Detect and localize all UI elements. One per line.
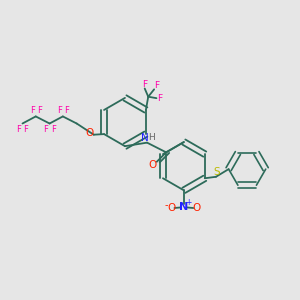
Text: F: F xyxy=(57,106,62,115)
Text: F: F xyxy=(51,125,56,134)
Text: S: S xyxy=(213,167,220,177)
Text: F: F xyxy=(64,106,69,115)
Text: F: F xyxy=(37,106,42,115)
Text: F: F xyxy=(158,94,163,103)
Text: O: O xyxy=(192,203,200,213)
Text: F: F xyxy=(154,81,160,90)
Text: O: O xyxy=(167,203,175,213)
Text: F: F xyxy=(142,80,147,89)
Text: +: + xyxy=(185,198,191,207)
Text: O: O xyxy=(86,128,94,138)
Text: -: - xyxy=(164,200,168,210)
Text: N: N xyxy=(141,133,148,143)
Text: F: F xyxy=(44,125,49,134)
Text: F: F xyxy=(16,125,21,134)
Text: N: N xyxy=(179,202,188,212)
Text: O: O xyxy=(148,160,156,170)
Text: F: F xyxy=(24,125,28,134)
Text: F: F xyxy=(30,106,35,115)
Text: H: H xyxy=(148,133,154,142)
